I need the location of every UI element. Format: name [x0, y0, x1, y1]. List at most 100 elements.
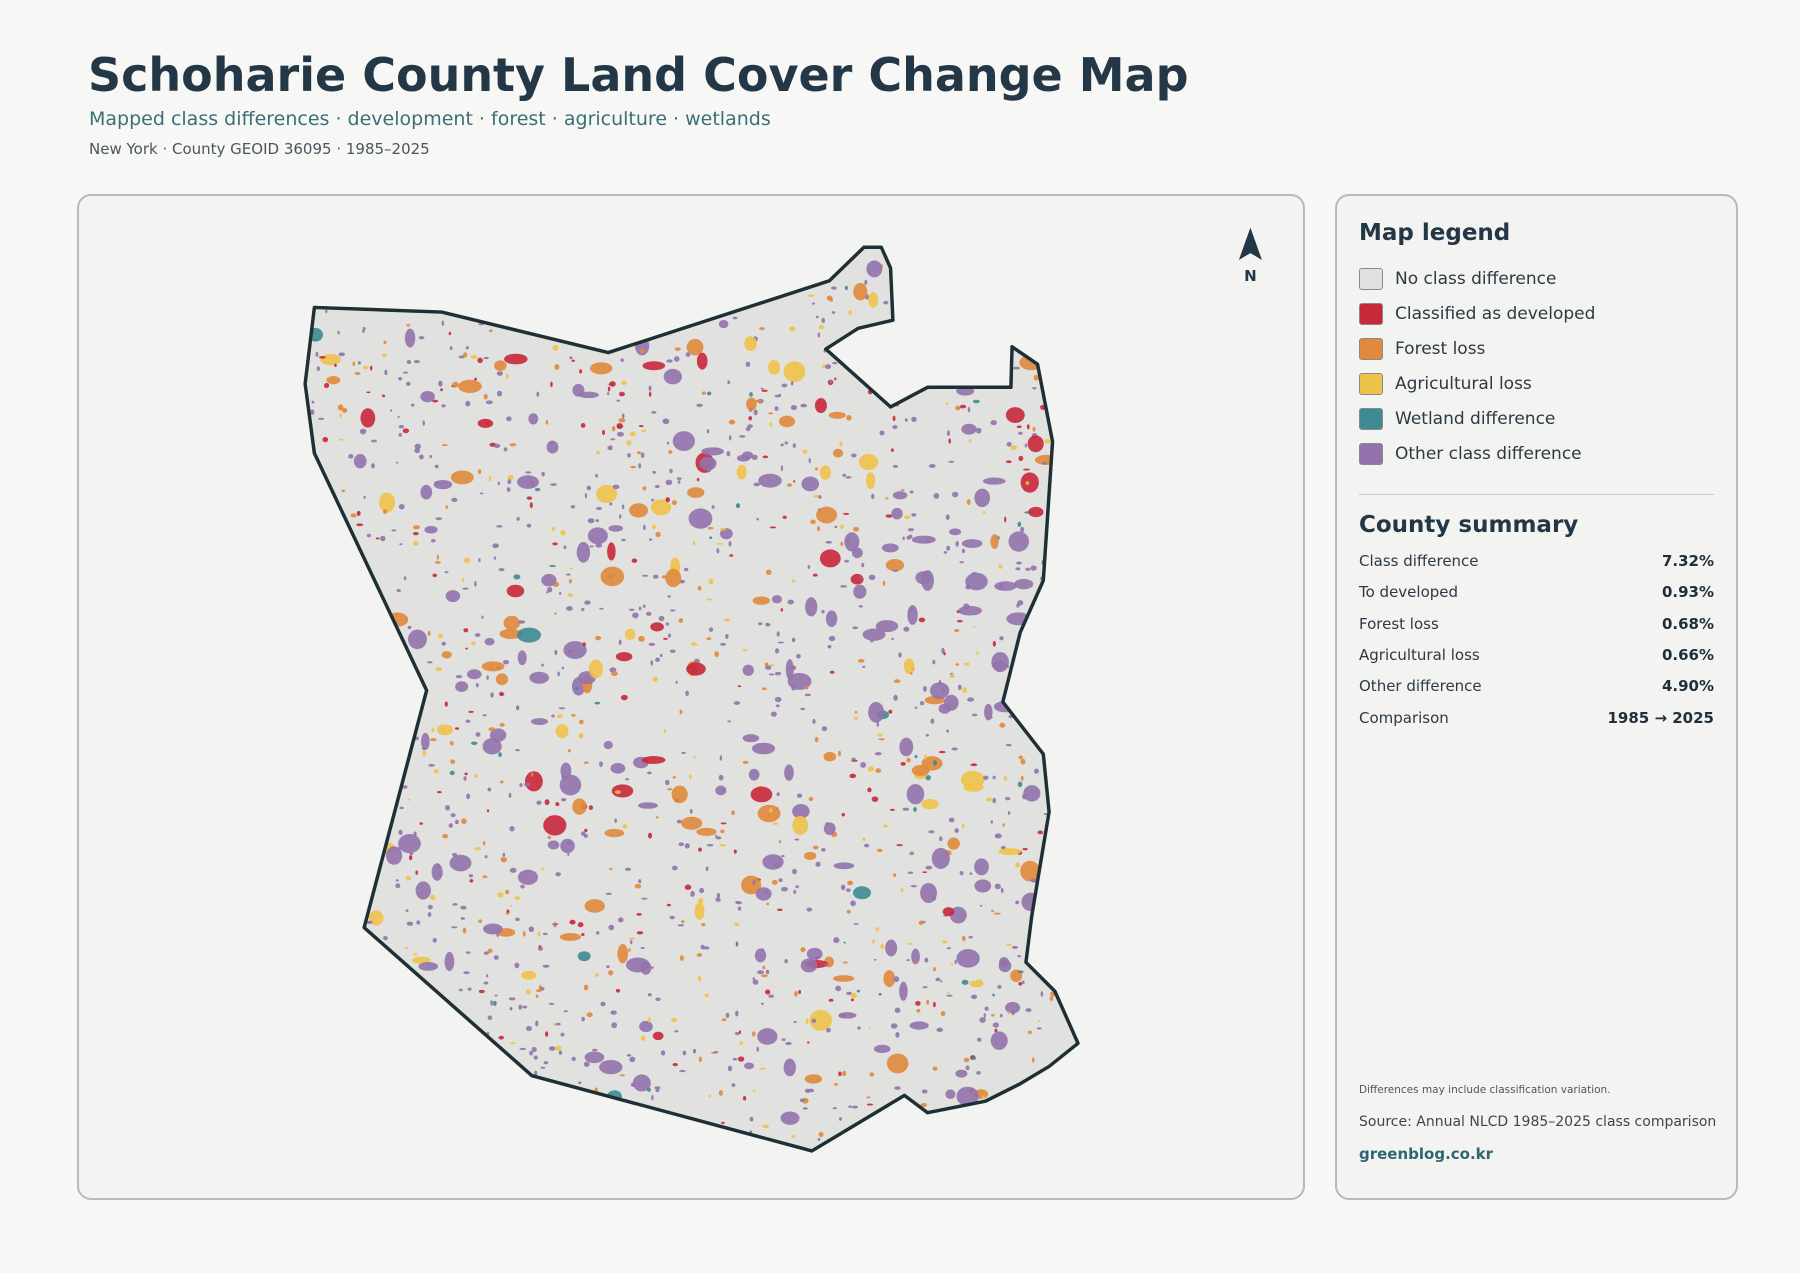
change-patch	[1026, 424, 1030, 430]
change-patch	[1020, 775, 1024, 781]
change-patch	[838, 1012, 857, 1019]
change-patch	[761, 687, 767, 691]
change-patch	[571, 1056, 576, 1062]
change-patch	[698, 898, 704, 904]
change-patch	[552, 922, 559, 926]
change-patch	[817, 1137, 821, 1142]
change-patch	[526, 989, 531, 995]
source: Source: Annual NLCD 1985–2025 class comp…	[1359, 1114, 1717, 1130]
change-patch	[938, 679, 942, 685]
change-patch	[399, 543, 403, 546]
change-patch	[961, 539, 983, 548]
change-patch	[596, 484, 618, 504]
change-patch	[828, 379, 833, 384]
change-patch	[835, 985, 842, 992]
change-patch	[505, 912, 509, 915]
change-patch	[431, 863, 443, 881]
change-patch	[910, 885, 918, 888]
change-patch	[454, 727, 460, 730]
change-patch	[742, 734, 760, 743]
change-patch	[469, 879, 474, 883]
change-patch	[825, 364, 832, 370]
change-patch	[896, 844, 903, 847]
change-patch	[549, 1046, 556, 1051]
change-patch	[665, 568, 682, 588]
change-patch	[566, 840, 572, 846]
change-patch	[700, 944, 705, 950]
change-patch	[812, 845, 819, 850]
change-patch	[892, 464, 898, 468]
change-patch	[366, 391, 371, 394]
change-patch	[427, 661, 433, 664]
change-patch	[947, 837, 960, 850]
change-patch	[325, 309, 328, 314]
change-patch	[655, 997, 661, 1001]
summary-value: 0.93%	[1661, 583, 1714, 602]
change-patch	[427, 912, 432, 917]
change-patch	[875, 768, 882, 773]
change-patch	[733, 701, 741, 705]
change-patch	[575, 686, 578, 690]
change-patch	[939, 836, 943, 842]
change-patch	[465, 951, 471, 954]
change-patch	[398, 504, 405, 510]
change-patch	[595, 519, 600, 523]
change-patch	[842, 1070, 847, 1077]
change-patch	[742, 1095, 747, 1101]
change-patch	[413, 952, 418, 956]
change-patch	[744, 336, 757, 352]
change-patch	[818, 1131, 824, 1138]
change-patch	[675, 680, 678, 684]
change-patch	[353, 454, 367, 469]
subtitle: Mapped class differences · development ·…	[89, 108, 771, 130]
change-patch	[800, 403, 808, 408]
change-patch	[369, 910, 384, 926]
change-patch	[980, 904, 983, 907]
change-patch	[608, 924, 615, 931]
change-patch	[646, 1087, 651, 1092]
change-patch	[450, 759, 456, 765]
change-patch	[616, 423, 623, 430]
legend-label: No class difference	[1395, 269, 1557, 289]
change-patch	[940, 1011, 946, 1017]
change-patch	[413, 540, 419, 547]
change-patch	[826, 295, 833, 301]
change-patch	[787, 599, 794, 605]
map-panel: N	[77, 194, 1305, 1200]
change-patch	[482, 841, 486, 846]
change-patch	[921, 1089, 928, 1094]
change-patch	[784, 959, 788, 964]
change-patch	[405, 909, 409, 912]
change-patch	[992, 797, 997, 804]
change-patch	[823, 963, 830, 966]
change-patch	[845, 888, 851, 893]
change-patch	[933, 493, 940, 499]
change-patch	[983, 775, 989, 780]
legend-label: Classified as developed	[1395, 304, 1596, 324]
change-patch	[868, 292, 879, 308]
change-patch	[714, 834, 718, 837]
change-patch	[853, 526, 860, 532]
change-patch	[815, 861, 821, 867]
legend-label: Other class difference	[1395, 444, 1582, 464]
change-patch	[681, 816, 703, 830]
change-patch	[696, 403, 703, 408]
legend-swatch	[1359, 338, 1383, 360]
change-patch	[502, 659, 510, 665]
change-patch	[587, 518, 595, 524]
change-patch	[817, 332, 821, 338]
change-patch	[715, 897, 721, 902]
change-patch	[640, 961, 652, 975]
change-patch	[632, 1074, 651, 1092]
change-patch	[739, 435, 746, 438]
change-patch	[783, 361, 806, 383]
change-patch	[438, 380, 443, 387]
change-patch	[420, 484, 433, 500]
change-patch	[997, 984, 1002, 989]
change-patch	[609, 381, 616, 387]
change-patch	[919, 701, 925, 706]
change-patch	[778, 415, 796, 428]
change-patch	[945, 1089, 956, 1100]
change-patch	[1049, 995, 1054, 1002]
change-patch	[720, 822, 727, 825]
